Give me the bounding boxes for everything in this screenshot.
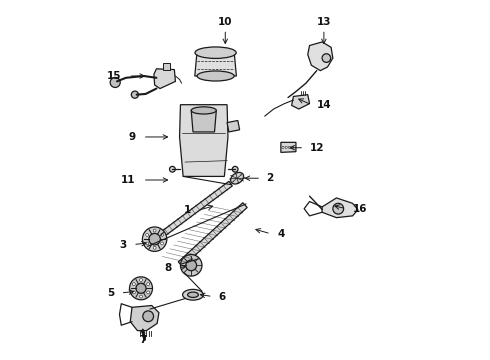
Circle shape: [285, 146, 287, 148]
Circle shape: [149, 233, 160, 245]
Circle shape: [146, 233, 148, 236]
Circle shape: [292, 146, 294, 148]
Text: 1: 1: [184, 206, 191, 216]
Circle shape: [140, 279, 143, 282]
Circle shape: [129, 277, 152, 300]
Text: 2: 2: [267, 173, 274, 183]
Circle shape: [147, 291, 149, 294]
Circle shape: [333, 203, 343, 214]
Circle shape: [161, 233, 164, 236]
Text: 4: 4: [277, 229, 285, 239]
Text: 5: 5: [107, 288, 114, 298]
Circle shape: [180, 255, 202, 276]
Circle shape: [132, 291, 135, 294]
Circle shape: [132, 283, 135, 285]
Text: 9: 9: [128, 132, 136, 142]
Text: 16: 16: [353, 204, 367, 214]
Polygon shape: [154, 69, 175, 89]
Circle shape: [289, 146, 291, 148]
Circle shape: [143, 311, 153, 321]
Polygon shape: [227, 121, 240, 132]
Text: 7: 7: [139, 335, 147, 345]
Ellipse shape: [188, 292, 198, 297]
Circle shape: [140, 295, 143, 298]
Text: 14: 14: [317, 100, 331, 110]
Circle shape: [110, 77, 120, 87]
Ellipse shape: [191, 107, 216, 114]
Polygon shape: [292, 95, 310, 109]
Circle shape: [186, 260, 196, 271]
Polygon shape: [178, 203, 247, 267]
Circle shape: [153, 229, 156, 232]
Circle shape: [161, 242, 164, 245]
Text: 8: 8: [164, 263, 171, 273]
Text: 15: 15: [107, 71, 122, 81]
Circle shape: [170, 166, 175, 172]
FancyBboxPatch shape: [163, 63, 171, 70]
Circle shape: [143, 227, 167, 251]
Circle shape: [147, 283, 149, 285]
Ellipse shape: [195, 47, 236, 58]
Ellipse shape: [231, 172, 244, 184]
Ellipse shape: [183, 289, 203, 300]
Circle shape: [136, 283, 146, 293]
Text: 3: 3: [120, 239, 126, 249]
Ellipse shape: [197, 71, 234, 81]
Circle shape: [146, 242, 148, 245]
Circle shape: [322, 54, 331, 62]
Polygon shape: [322, 198, 358, 218]
Polygon shape: [281, 142, 296, 152]
Polygon shape: [195, 53, 236, 76]
Circle shape: [232, 166, 238, 172]
Polygon shape: [308, 42, 333, 71]
Text: 11: 11: [121, 175, 136, 185]
Circle shape: [153, 246, 156, 249]
Text: 13: 13: [317, 17, 331, 27]
Text: 10: 10: [218, 17, 233, 27]
Polygon shape: [159, 181, 232, 238]
Text: 12: 12: [310, 143, 324, 153]
Polygon shape: [130, 306, 159, 330]
Text: 6: 6: [218, 292, 225, 302]
Polygon shape: [191, 111, 216, 132]
Polygon shape: [179, 105, 228, 176]
Circle shape: [282, 146, 284, 148]
Circle shape: [131, 91, 139, 98]
